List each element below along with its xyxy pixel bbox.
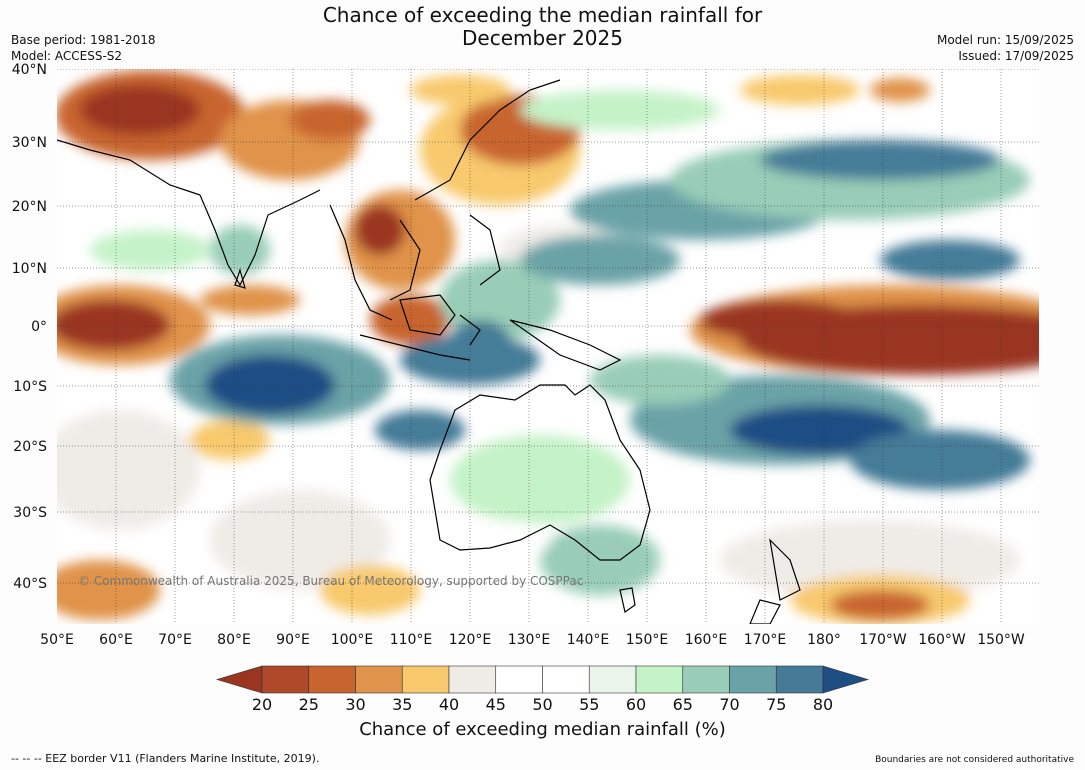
lon-label: 140°E: [567, 632, 610, 648]
lon-label: 120°E: [449, 632, 492, 648]
colorbar-tick-label: 30: [345, 695, 365, 714]
lon-label: 180°: [807, 632, 841, 648]
lat-label: 0°: [31, 319, 47, 335]
lon-label: 80°E: [217, 632, 251, 648]
model-name: Model: ACCESS-S2: [11, 49, 123, 63]
colorbar-segment: [355, 665, 403, 694]
colorbar-label: Chance of exceeding median rainfall (%): [359, 719, 726, 740]
lat-label: 10°S: [13, 379, 47, 395]
coastlines: [57, 79, 801, 624]
colorbar-segment: [448, 665, 497, 694]
lon-label: 160°W: [918, 632, 966, 648]
lon-label: 150°E: [626, 632, 669, 648]
graticule: [57, 69, 1039, 624]
meta-right: Model run: 15/09/2025 Issued: 17/09/2025: [937, 32, 1074, 64]
colorbar-segment: [542, 665, 590, 694]
colorbar-segment: [495, 665, 543, 694]
lat-label: 20°N: [12, 199, 47, 215]
lat-label: 30°N: [12, 135, 47, 151]
colorbar-segment: [261, 665, 310, 694]
colorbar-segment: [588, 665, 637, 694]
lon-label: 90°E: [276, 632, 310, 648]
lon-label: 100°E: [331, 632, 374, 648]
lon-label: 170°E: [744, 632, 787, 648]
lon-label: 70°E: [158, 632, 192, 648]
colorbar-tick-label: 75: [766, 695, 786, 714]
colorbar-high-extension: [822, 665, 870, 694]
colorbar-low-extension: [215, 665, 263, 694]
copyright-notice: © Commonwealth of Australia 2025, Bureau…: [78, 574, 584, 588]
colorbar-tick-label: 65: [673, 695, 693, 714]
lon-label: 160°E: [685, 632, 728, 648]
colorbar-tick-label: 45: [486, 695, 506, 714]
lat-label: 40°N: [12, 62, 47, 78]
colorbar-segment: [635, 665, 684, 694]
lon-label: 110°E: [390, 632, 433, 648]
lon-labels: 50°E 60°E 70°E 80°E 90°E 100°E 110°E 120…: [40, 632, 1025, 648]
lat-label: 40°S: [13, 576, 47, 592]
eez-note: -- -- -- EEZ border V11 (Flanders Marine…: [11, 752, 320, 765]
lon-label: 150°W: [977, 632, 1025, 648]
colorbar-segment: [729, 665, 777, 694]
colorbar-tick-label: 80: [813, 695, 833, 714]
colorbar-tick-label: 35: [392, 695, 412, 714]
lon-label: 170°W: [859, 632, 907, 648]
colorbar-tick-label: 60: [626, 695, 646, 714]
colorbar-tick-label: 20: [252, 695, 272, 714]
colorbar-segment: [308, 665, 356, 694]
colorbar-tick-label: 70: [719, 695, 739, 714]
lat-label: 30°S: [13, 505, 47, 521]
meta-left: Base period: 1981-2018 Model: ACCESS-S2: [11, 32, 156, 64]
model-run: Model run: 15/09/2025: [936, 33, 1074, 47]
lon-label: 130°E: [508, 632, 551, 648]
colorbar: 20 25 30 35 40 45 50 55 60 65 70 75 80: [215, 665, 870, 714]
title-line-1: Chance of exceeding the median rainfall …: [322, 3, 763, 27]
base-period: Base period: 1981-2018: [11, 33, 156, 47]
colorbar-tick-label: 50: [532, 695, 552, 714]
map-field: [57, 69, 1039, 624]
colorbar-segment: [401, 665, 450, 694]
map-title: Chance of exceeding the median rainfall …: [0, 4, 1085, 50]
colorbar-segment: [775, 665, 824, 694]
title-line-2: December 2025: [462, 26, 623, 50]
lat-labels: 40°N 30°N 20°N 10°N 0° 10°S 20°S 30°S 40…: [12, 62, 47, 592]
colorbar-tick-label: 25: [299, 695, 319, 714]
lat-label: 10°N: [12, 261, 47, 277]
colorbar-segment: [682, 665, 730, 694]
colorbar-tick-label: 55: [579, 695, 599, 714]
colorbar-tick-label: 40: [439, 695, 459, 714]
issued-date: Issued: 17/09/2025: [958, 49, 1074, 63]
boundary-disclaimer: Boundaries are not considered authoritat…: [875, 755, 1074, 765]
lat-label: 20°S: [13, 439, 47, 455]
lon-label: 60°E: [99, 632, 133, 648]
lon-label: 50°E: [40, 632, 74, 648]
